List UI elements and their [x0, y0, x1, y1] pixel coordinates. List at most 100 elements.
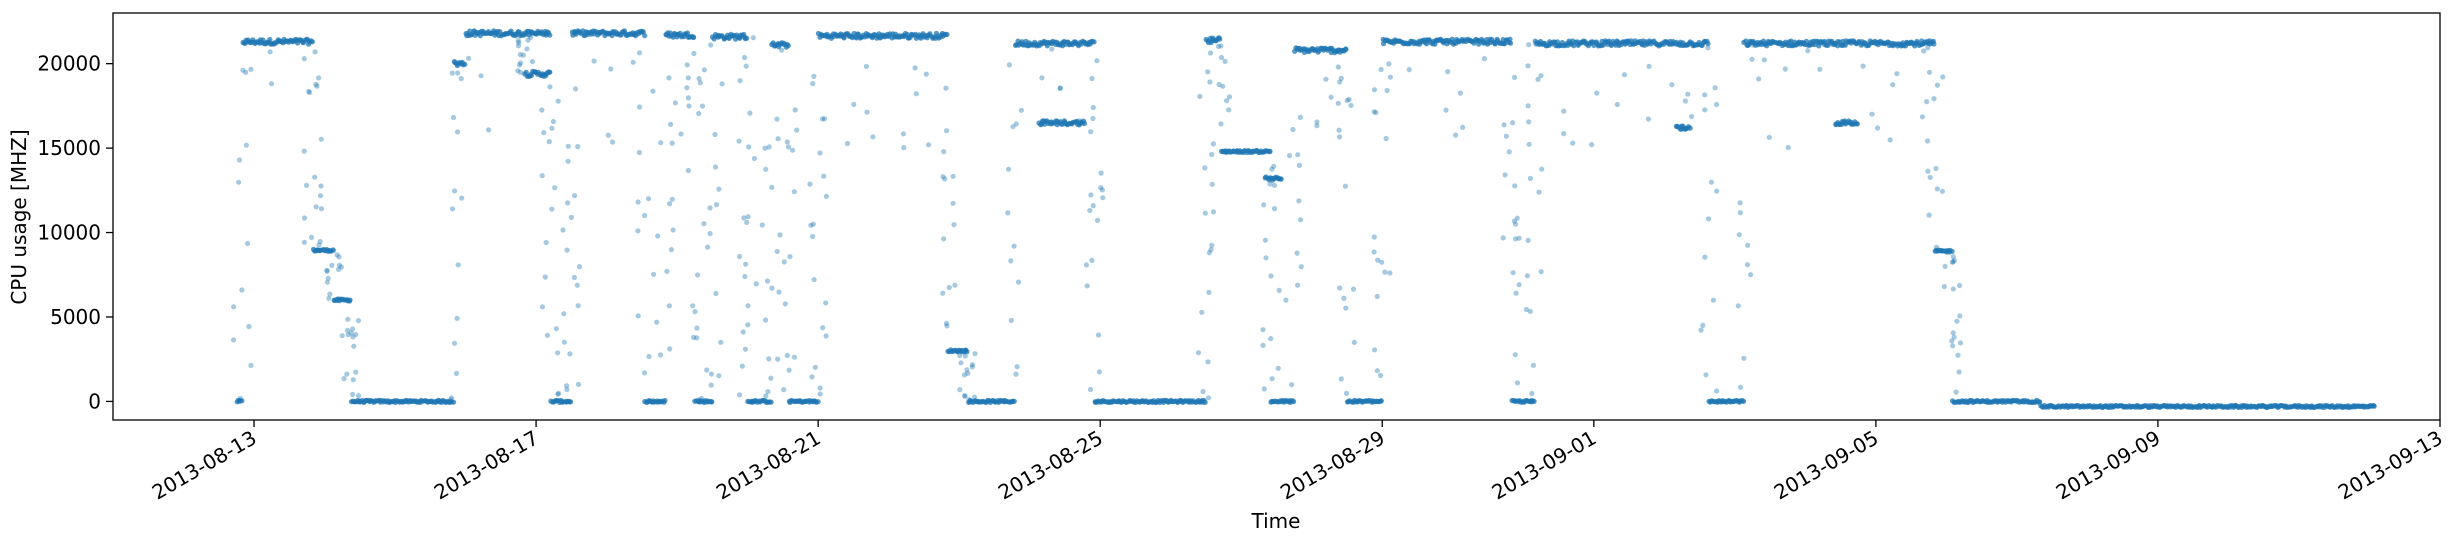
data-point	[792, 107, 798, 113]
data-point	[1702, 92, 1708, 98]
data-point	[1561, 131, 1567, 137]
data-point	[1278, 176, 1284, 182]
data-point	[1209, 151, 1215, 158]
data-point	[1089, 257, 1095, 263]
data-point	[709, 399, 715, 405]
data-point	[962, 393, 968, 399]
data-point	[1921, 48, 1927, 54]
data-point	[747, 110, 753, 116]
data-point	[542, 274, 548, 280]
data-point	[1271, 206, 1278, 212]
data-point	[1748, 272, 1754, 278]
data-point	[1510, 270, 1516, 276]
data-point	[1205, 395, 1212, 401]
data-point	[329, 262, 335, 268]
data-point	[1539, 166, 1545, 172]
data-point	[345, 316, 351, 322]
data-point	[1931, 96, 1937, 102]
data-point	[307, 89, 313, 96]
data-point	[636, 50, 643, 56]
data-point	[1570, 140, 1576, 146]
data-point	[542, 73, 548, 79]
data-point	[685, 167, 692, 174]
data-point	[1950, 254, 1956, 260]
data-point	[1084, 283, 1090, 289]
data-point	[326, 295, 332, 301]
data-point	[1708, 179, 1714, 185]
data-point	[1507, 36, 1513, 42]
data-point	[1014, 364, 1020, 370]
data-point	[712, 131, 718, 138]
data-point	[636, 104, 643, 110]
data-point	[1526, 119, 1532, 125]
data-point	[769, 184, 775, 190]
data-point	[1378, 398, 1384, 404]
data-point	[962, 353, 968, 359]
data-point	[1500, 235, 1506, 241]
data-point	[528, 34, 534, 41]
data-point	[1375, 257, 1381, 263]
data-point	[765, 389, 771, 395]
data-point	[458, 76, 464, 82]
data-point	[1942, 263, 1948, 269]
data-point	[1953, 389, 1959, 395]
data-point	[1481, 56, 1487, 62]
data-point	[1226, 94, 1233, 100]
data-point	[546, 139, 552, 145]
data-point	[941, 236, 947, 242]
data-point	[567, 351, 573, 357]
data-point	[239, 287, 245, 293]
data-point	[1090, 115, 1096, 122]
data-point	[781, 387, 787, 393]
data-point	[330, 248, 337, 254]
data-point	[571, 274, 578, 281]
data-point	[515, 68, 521, 74]
data-point	[1006, 62, 1013, 68]
data-point	[553, 326, 559, 332]
data-point	[1087, 386, 1094, 393]
data-point	[1216, 81, 1222, 88]
data-point	[701, 67, 708, 73]
data-point	[341, 376, 347, 382]
data-point	[608, 66, 614, 72]
data-point	[774, 116, 780, 122]
x-axis-title: Time	[1251, 509, 1301, 533]
data-point	[823, 300, 829, 306]
y-axis-title: CPU usage [MHZ]	[7, 129, 31, 304]
data-point	[515, 38, 521, 44]
data-point	[318, 206, 325, 212]
data-point	[312, 49, 318, 55]
data-point	[870, 134, 876, 140]
data-point	[355, 318, 361, 324]
data-point	[1202, 210, 1208, 216]
data-point	[1268, 336, 1274, 342]
data-point	[657, 352, 664, 358]
x-tick-label: 2013-08-17	[430, 426, 543, 505]
data-point	[350, 391, 356, 397]
data-point	[696, 76, 702, 82]
data-point	[301, 148, 307, 154]
data-point	[787, 254, 793, 260]
data-point	[944, 128, 950, 134]
data-point	[1698, 327, 1704, 333]
data-point	[685, 75, 691, 81]
data-point	[269, 81, 275, 87]
data-point	[351, 343, 357, 349]
data-point	[1335, 100, 1341, 106]
data-point	[1344, 97, 1350, 104]
data-point	[1372, 347, 1378, 353]
data-point	[812, 364, 818, 370]
data-point	[454, 129, 461, 135]
data-point	[690, 303, 696, 309]
data-point	[1926, 69, 1933, 75]
data-point	[642, 370, 648, 376]
data-point	[1057, 85, 1063, 91]
data-point	[1512, 183, 1518, 189]
data-point	[764, 278, 771, 284]
data-point	[1502, 172, 1508, 178]
data-point	[946, 284, 952, 291]
data-point	[694, 325, 700, 331]
data-point	[678, 131, 684, 137]
data-point	[1950, 259, 1956, 265]
data-point	[1384, 87, 1390, 94]
